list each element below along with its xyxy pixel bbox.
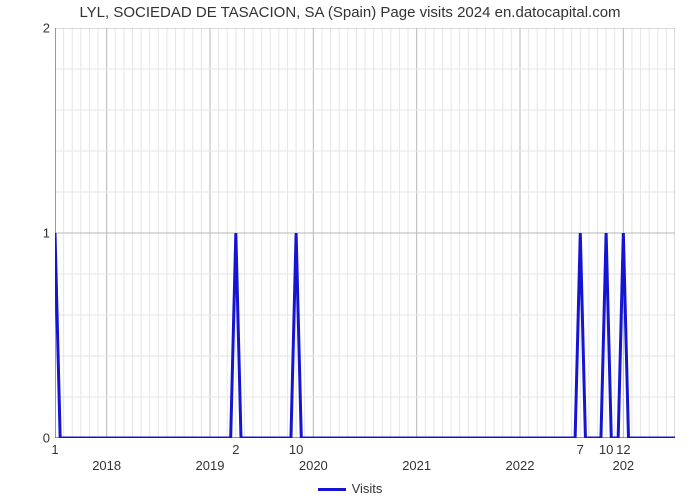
x-tick-label: 2021 — [402, 458, 431, 473]
plot-area — [55, 28, 675, 438]
plot-svg — [55, 28, 675, 438]
x-tick-label: 202 — [612, 458, 634, 473]
y-tick-label: 1 — [10, 226, 50, 241]
legend: Visits — [0, 481, 700, 496]
y-tick-label: 0 — [10, 431, 50, 446]
chart-title: LYL, SOCIEDAD DE TASACION, SA (Spain) Pa… — [0, 4, 700, 21]
x-peak-label: 2 — [232, 442, 239, 457]
y-tick-label: 2 — [10, 21, 50, 36]
x-peak-label: 1 — [51, 442, 58, 457]
x-peak-label: 7 — [577, 442, 584, 457]
legend-swatch — [318, 488, 346, 491]
x-tick-label: 2022 — [506, 458, 535, 473]
x-tick-label: 2018 — [92, 458, 121, 473]
x-tick-label: 2019 — [196, 458, 225, 473]
x-tick-label: 2020 — [299, 458, 328, 473]
visits-chart: LYL, SOCIEDAD DE TASACION, SA (Spain) Pa… — [0, 0, 700, 500]
legend-label: Visits — [352, 481, 383, 496]
x-peak-label: 12 — [616, 442, 630, 457]
x-peak-label: 10 — [289, 442, 303, 457]
x-peak-label: 10 — [599, 442, 613, 457]
